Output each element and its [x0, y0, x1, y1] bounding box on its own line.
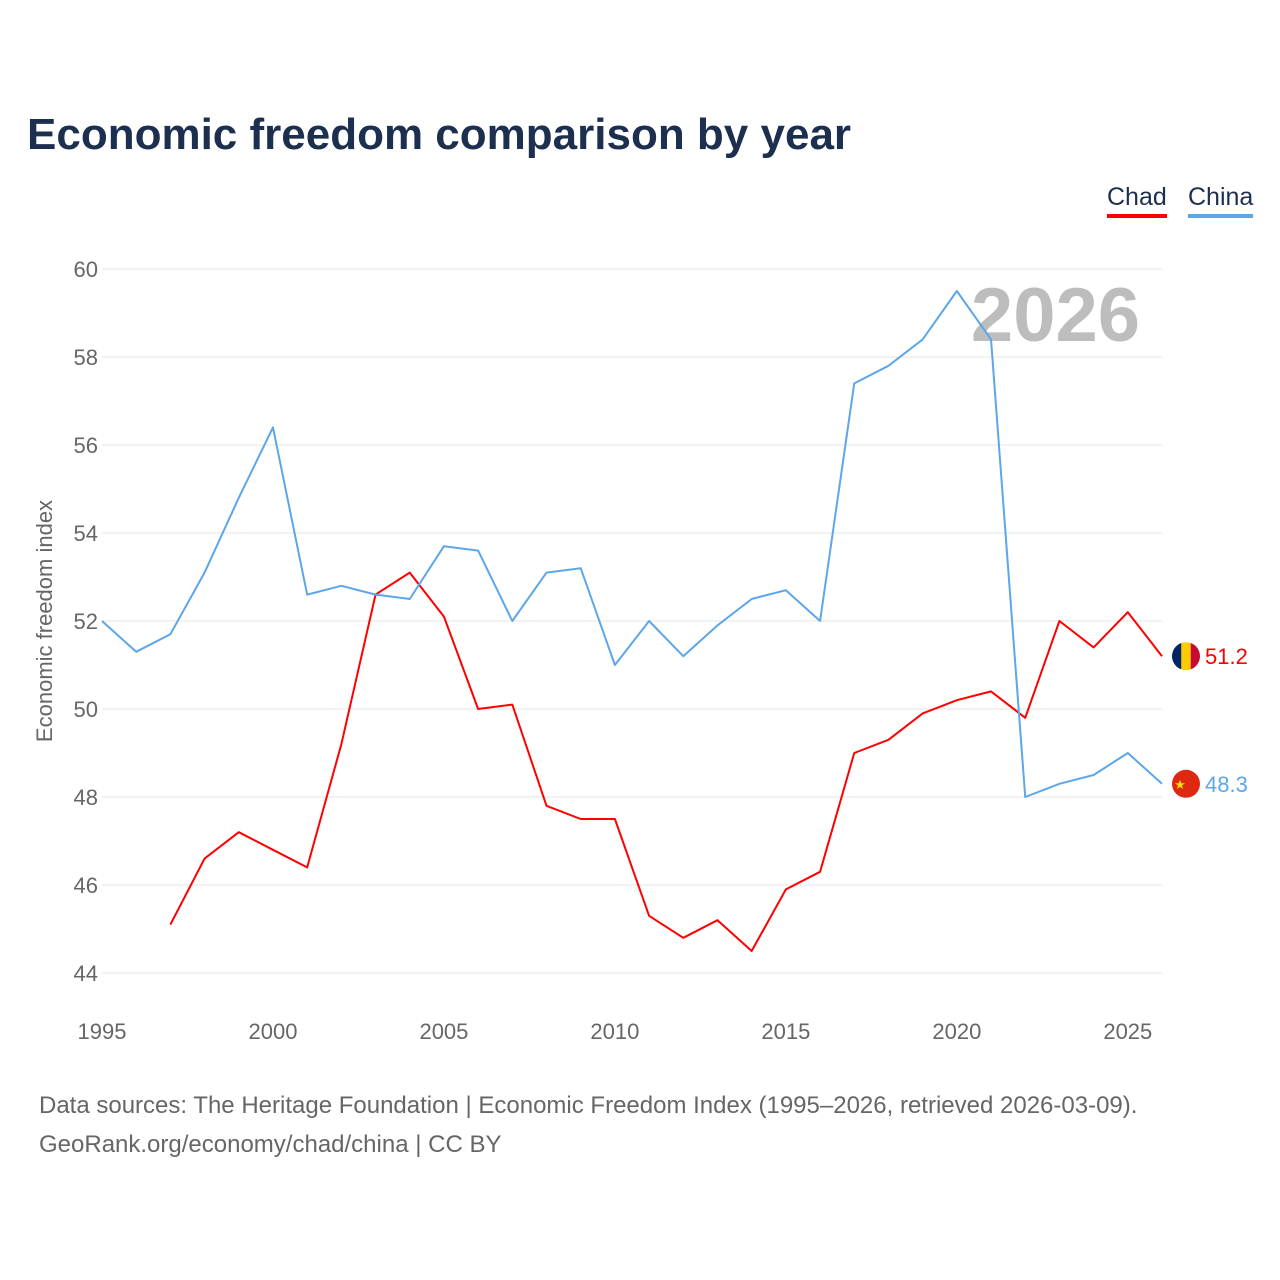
x-tick-label: 2020	[932, 1019, 981, 1044]
y-tick-label: 50	[74, 697, 98, 722]
x-tick-label: 1995	[78, 1019, 127, 1044]
legend-china[interactable]: China	[1188, 183, 1254, 218]
source-note: Data sources: The Heritage Foundation | …	[39, 1086, 1137, 1164]
y-tick-label: 56	[74, 433, 98, 458]
end-value-label-china: 48.3	[1205, 772, 1248, 797]
y-tick-label: 58	[74, 345, 98, 370]
y-tick-label: 54	[74, 521, 98, 546]
source-line-2[interactable]: GeoRank.org/economy/chad/china | CC BY	[39, 1131, 502, 1158]
chad-flag-icon	[1172, 642, 1200, 671]
y-axis-label: Economic freedom index	[32, 500, 57, 742]
series-line-chad	[169, 571, 1163, 952]
china-flag-star: ★	[1174, 777, 1186, 792]
x-tick-label: 2025	[1103, 1019, 1152, 1044]
x-tick-label: 2000	[248, 1019, 297, 1044]
end-value-label-chad: 51.2	[1205, 644, 1248, 669]
y-tick-label: 48	[74, 785, 98, 810]
x-tick-label: 2010	[590, 1019, 639, 1044]
source-line-1: Data sources: The Heritage Foundation | …	[39, 1092, 1138, 1119]
y-tick-label: 52	[74, 609, 98, 634]
y-tick-label: 44	[74, 961, 98, 986]
legend-chad[interactable]: Chad	[1107, 183, 1167, 218]
y-tick-label: 46	[74, 873, 98, 898]
china-flag-icon	[1172, 769, 1200, 798]
series-line-china	[101, 290, 1163, 798]
year-watermark: 2026	[971, 273, 1140, 358]
chart-title: Economic freedom comparison by year	[27, 110, 852, 159]
x-tick-label: 2015	[761, 1019, 810, 1044]
x-tick-label: 2005	[419, 1019, 468, 1044]
y-tick-label: 60	[74, 257, 98, 282]
